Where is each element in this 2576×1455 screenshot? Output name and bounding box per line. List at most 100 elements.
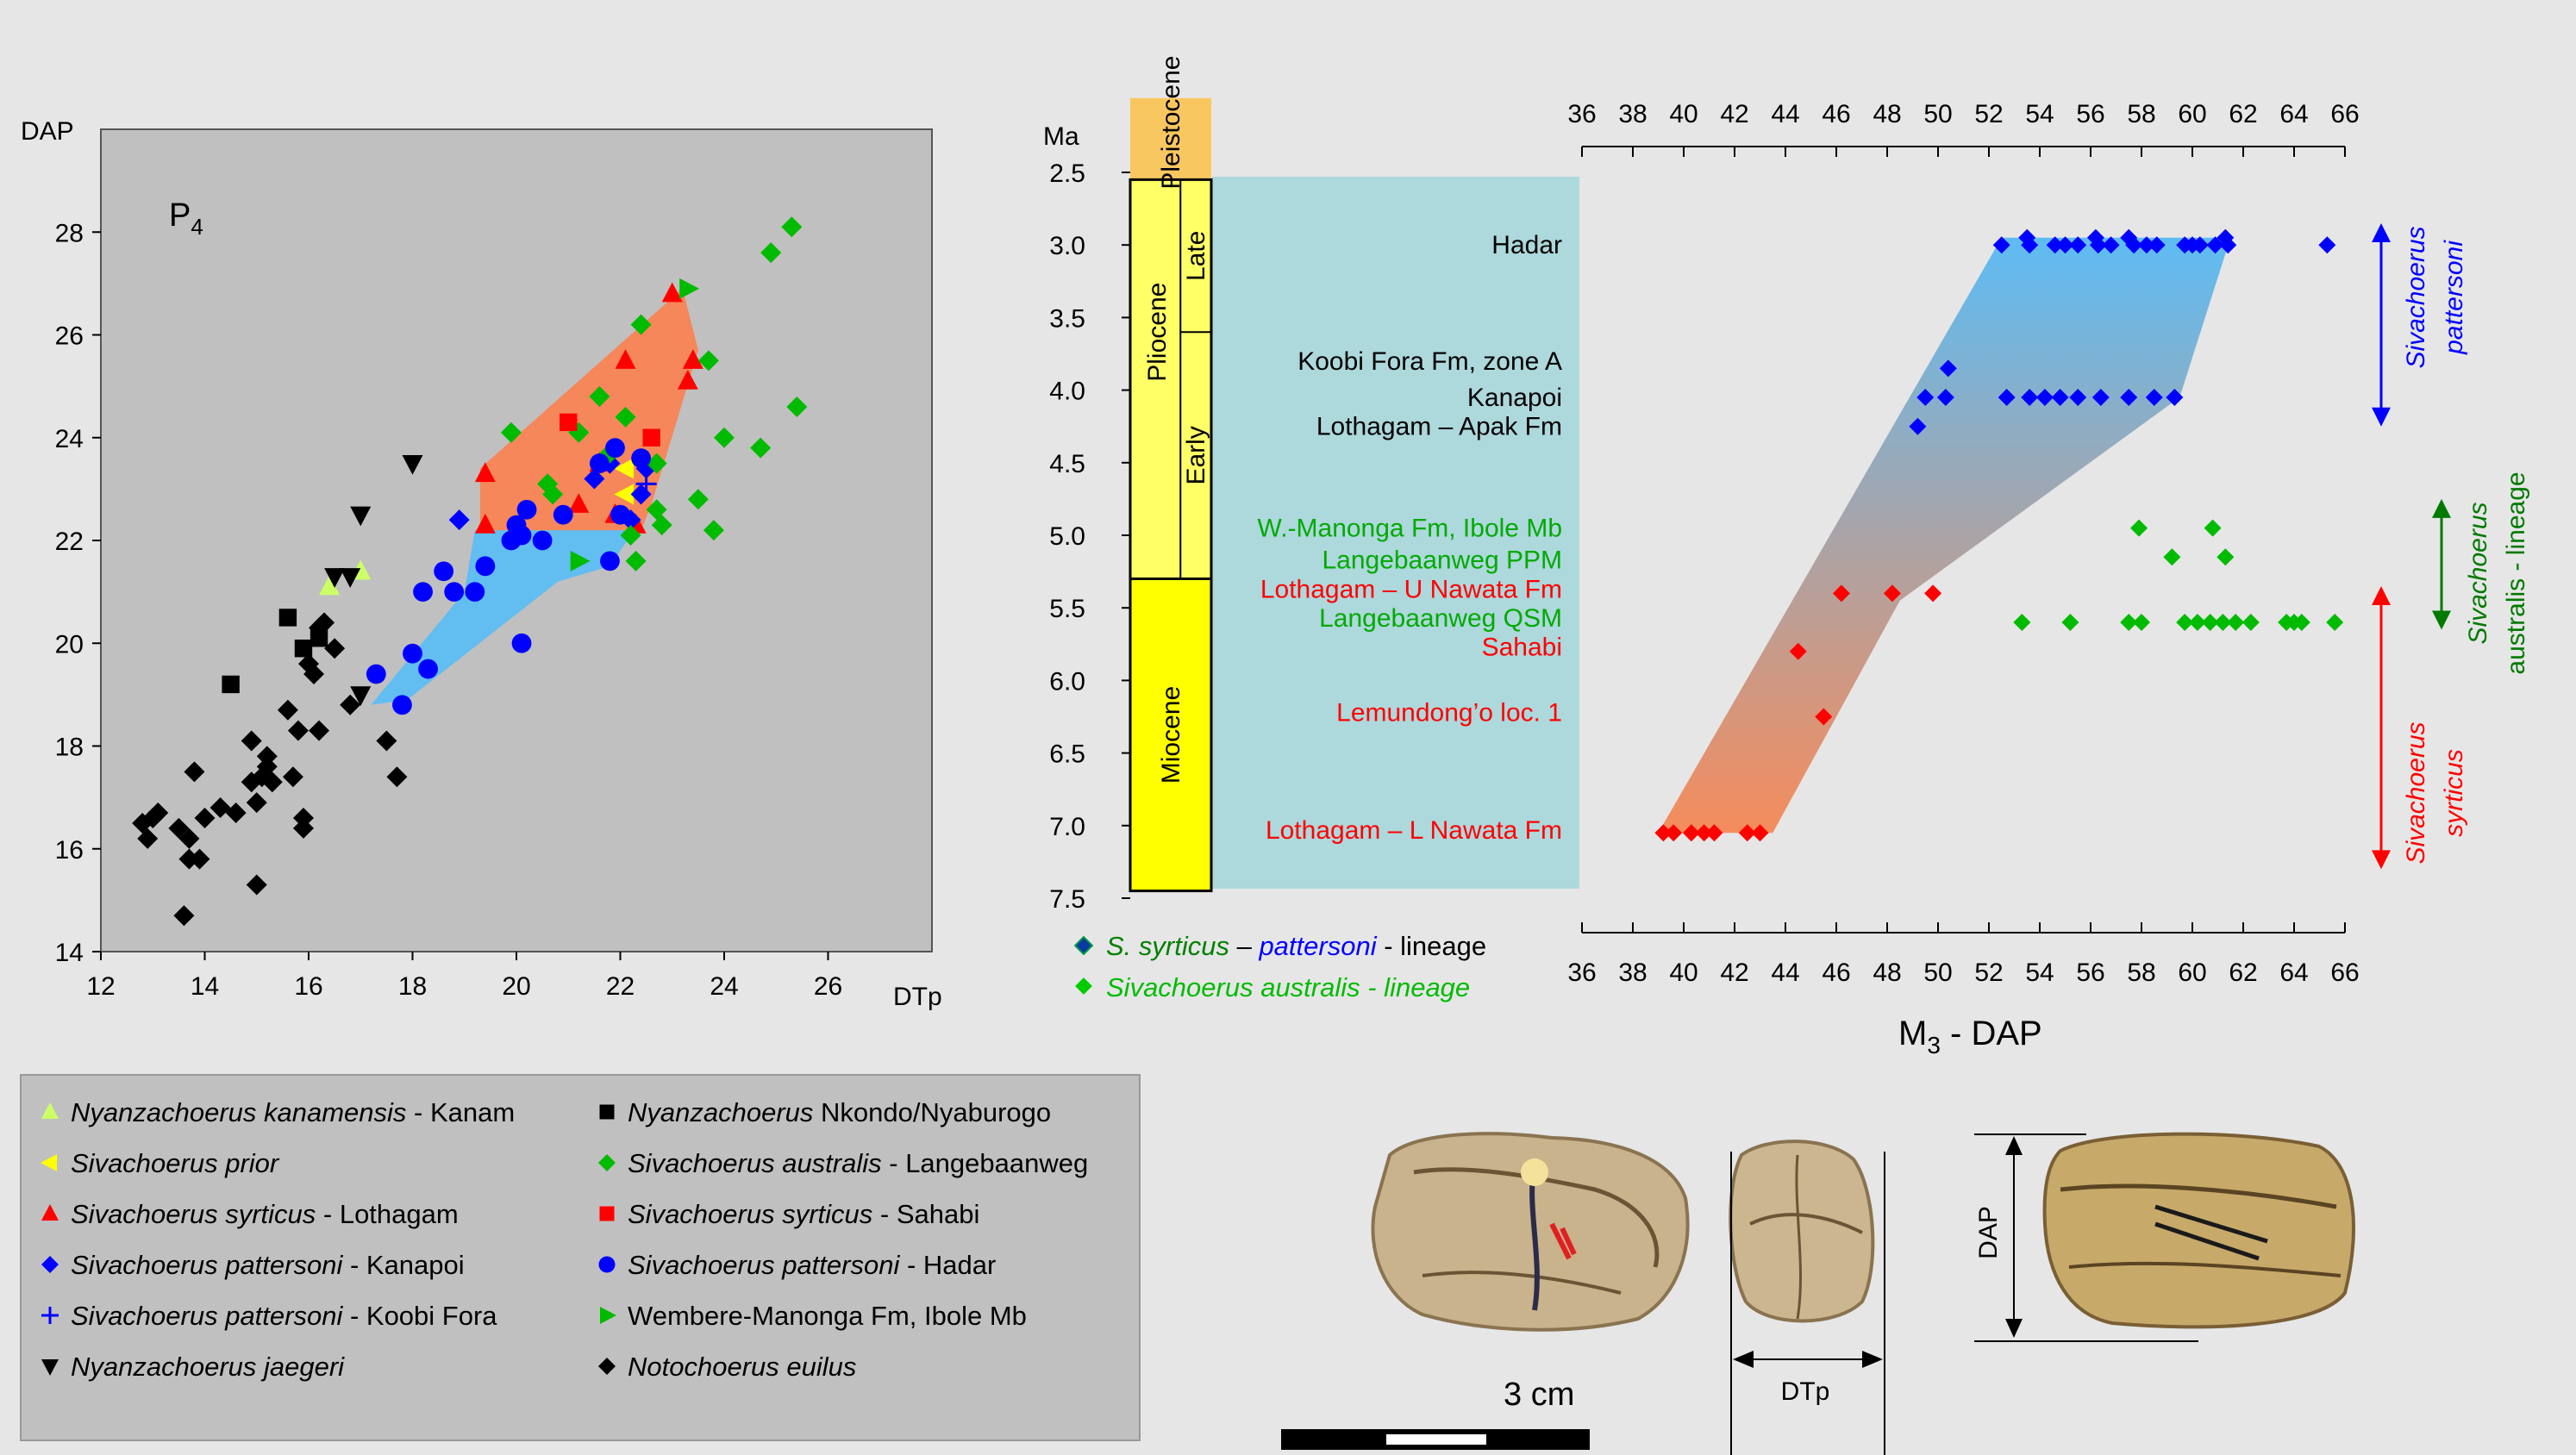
range-label-syrticus-2: syrticus (2440, 749, 2468, 837)
m3-point-s-syrticus-pattersoni-lineage-0000ff (1939, 359, 1957, 378)
lineage-key: S. syrticus – pattersoni - lineage Sivac… (1073, 931, 1486, 1002)
p4-x-axis: 12 14 16 18 20 22 24 26 (86, 952, 842, 1001)
ma-axis: 2.5 3.0 3.5 4.0 4.5 5.0 5.5 6.0 6.5 7.0 7.5 (1049, 159, 1130, 914)
ma-tick-label: 4.5 (1049, 450, 1085, 478)
axis-tick-label: 44 (1771, 959, 1799, 987)
point-notochoerus-euilus (137, 827, 159, 849)
y-tick-label: 14 (55, 939, 84, 967)
key-label-australis: Sivachoerus australis - lineage (1106, 972, 1470, 1002)
legend-locality: - Lothagam (316, 1199, 458, 1229)
legend-locality: - Langebaanweg (882, 1148, 1089, 1178)
locality-lothagam-l-nawata-fm: Lothagam – L Nawata Fm (1266, 816, 1562, 845)
m3-point-sivachoerus-australis-lineage-00bb00 (2013, 614, 2031, 632)
legend-label: Sivachoerus syrticus - Sahabi (628, 1199, 979, 1229)
p4-y-axis: 14 16 18 20 22 24 26 28 (55, 219, 101, 967)
axis-tick-label: 58 (2127, 100, 2155, 128)
epoch-label-pleistocene: Pleistocene (1157, 56, 1185, 190)
point-sivachoerus-pattersoni-hadar (403, 643, 422, 664)
legend-locality: Wembere-Manonga Fm, Ibole Mb (628, 1301, 1027, 1331)
p4-title-sub: 4 (191, 214, 203, 240)
range-label-pattersoni-2: pattersoni (2440, 240, 2468, 355)
y-tick-label: 20 (55, 630, 84, 659)
key-marker-australis (1075, 977, 1092, 995)
m3-point-s-syrticus-pattersoni-lineage-0000ff (2102, 236, 2120, 254)
x-tick-label: 20 (502, 972, 530, 1001)
p4-panel-title: P4 (169, 197, 203, 240)
locality-lothagam-u-nawata-fm: Lothagam – U Nawata Fm (1260, 575, 1562, 603)
photo-dtp-measure: DTp (1730, 1152, 1885, 1455)
m3-point-s-syrticus-pattersoni-lineage-0000ff (1936, 389, 1954, 407)
ma-tick-label: 5.5 (1049, 595, 1085, 623)
range-arrowhead-bottom (2432, 610, 2451, 630)
ma-tick-label: 3.0 (1049, 232, 1085, 260)
point-sivachoerus-australis-langebaanweg (500, 422, 522, 443)
legend-locality: - Kanam (406, 1097, 515, 1127)
legend-species: Sivachoerus syrticus (628, 1199, 872, 1229)
axis-tick-label: 52 (1974, 959, 2003, 987)
point-sivachoerus-australis-langebaanweg (760, 242, 782, 264)
legend-marker-wembere-manonga-fm-ibole-mb (600, 1307, 616, 1324)
point-sivachoerus-pattersoni-hadar (631, 448, 651, 468)
legend-label: Sivachoerus syrticus - Lothagam (71, 1199, 459, 1229)
range-label-pattersoni-1: Sivachoerus (2402, 226, 2430, 368)
range-arrowhead-bottom (2372, 407, 2391, 427)
legend-locality: Nkondo/Nyaburogo (813, 1097, 1051, 1127)
m3-point-s-syrticus-pattersoni-lineage-ff0000 (1815, 708, 1833, 726)
m3-point-sivachoerus-australis-lineage-00bb00 (2201, 614, 2219, 632)
locality-lothagam-apak-fm: Lothagam – Apak Fm (1316, 413, 1562, 441)
legend-species: Sivachoerus pattersoni (71, 1250, 343, 1280)
m3-point-sivachoerus-australis-lineage-00bb00 (2216, 548, 2235, 566)
range-arrowhead-bottom (2372, 850, 2391, 870)
m3-label-main: M (1898, 1015, 1927, 1052)
m3-point-sivachoerus-australis-lineage-00bb00 (2326, 614, 2344, 632)
legend-species: Nyanzachoerus (628, 1097, 813, 1127)
point-sivachoerus-pattersoni-hadar (590, 453, 610, 473)
point-notochoerus-euilus (178, 827, 200, 849)
legend-label: Nyanzachoerus Nkondo/Nyaburogo (628, 1097, 1051, 1127)
legend-marker-sivachoerus-syrticus-lothagam (41, 1204, 59, 1221)
point-nyanzachoerus-nkondo-nyaburogo (278, 609, 297, 627)
axis-tick-label: 54 (2025, 959, 2054, 987)
m3-point-sivachoerus-australis-lineage-00bb00 (2130, 519, 2148, 537)
m3-point-s-syrticus-pattersoni-lineage-ff0000 (1695, 824, 1713, 842)
epoch-column: Pleistocene Late Pliocene Early Miocene (1129, 56, 1213, 893)
syrticus-pattersoni-lineage-region (1658, 237, 2231, 834)
y-tick-label: 22 (55, 528, 84, 556)
locality-langebaanweg-ppm: Langebaanweg PPM (1322, 546, 1562, 575)
axis-tick-label: 66 (2330, 959, 2359, 987)
axis-tick-label: 42 (1720, 100, 1748, 128)
point-sivachoerus-australis-langebaanweg (542, 484, 564, 505)
m3-point-s-syrticus-pattersoni-lineage-ff0000 (1654, 824, 1673, 842)
y-tick-label: 24 (55, 425, 84, 453)
locality-hadar: Hadar (1491, 231, 1562, 259)
point-sivachoerus-pattersoni-hadar (511, 633, 532, 653)
m3-point-s-syrticus-pattersoni-lineage-0000ff (2148, 236, 2166, 254)
point-sivachoerus-pattersoni-kanapoi (448, 509, 470, 531)
axis-tick-label: 64 (2279, 100, 2308, 128)
point-sivachoerus-syrticus-sahabi (560, 413, 578, 432)
axis-tick-label: 40 (1669, 100, 1698, 128)
legend-box (20, 1074, 1141, 1441)
m3-point-s-syrticus-pattersoni-lineage-0000ff (2021, 236, 2039, 254)
axis-tick-label: 62 (2229, 959, 2257, 987)
ma-tick-label: 7.5 (1049, 885, 1085, 914)
m3-point-s-syrticus-pattersoni-lineage-0000ff (2089, 236, 2107, 254)
y-tick-label: 28 (55, 219, 84, 247)
species-range-arrows (2372, 222, 2451, 870)
m3-point-s-syrticus-pattersoni-lineage-ff0000 (1832, 584, 1850, 603)
epoch-label-pliocene: Pliocene (1143, 283, 1172, 382)
legend-label: Sivachoerus pattersoni - Koobi Fora (71, 1301, 497, 1331)
m3-bottom-axis: 36 38 40 42 44 46 48 50 52 54 56 58 60 62 64 66 (1567, 922, 2360, 987)
y-tick-label: 26 (55, 322, 84, 351)
point-notochoerus-euilus (194, 807, 216, 828)
point-notochoerus-euilus (184, 761, 205, 783)
point-nyanzachoerus-jaegeri (350, 506, 372, 527)
point-sivachoerus-pattersoni-hadar (600, 551, 620, 571)
specimen-photo-left (1371, 1132, 1690, 1332)
ma-tick-label: 6.0 (1049, 667, 1085, 696)
axis-tick-label: 38 (1618, 959, 1647, 987)
axis-tick-label: 36 (1567, 100, 1596, 128)
point-notochoerus-euilus (261, 771, 283, 793)
